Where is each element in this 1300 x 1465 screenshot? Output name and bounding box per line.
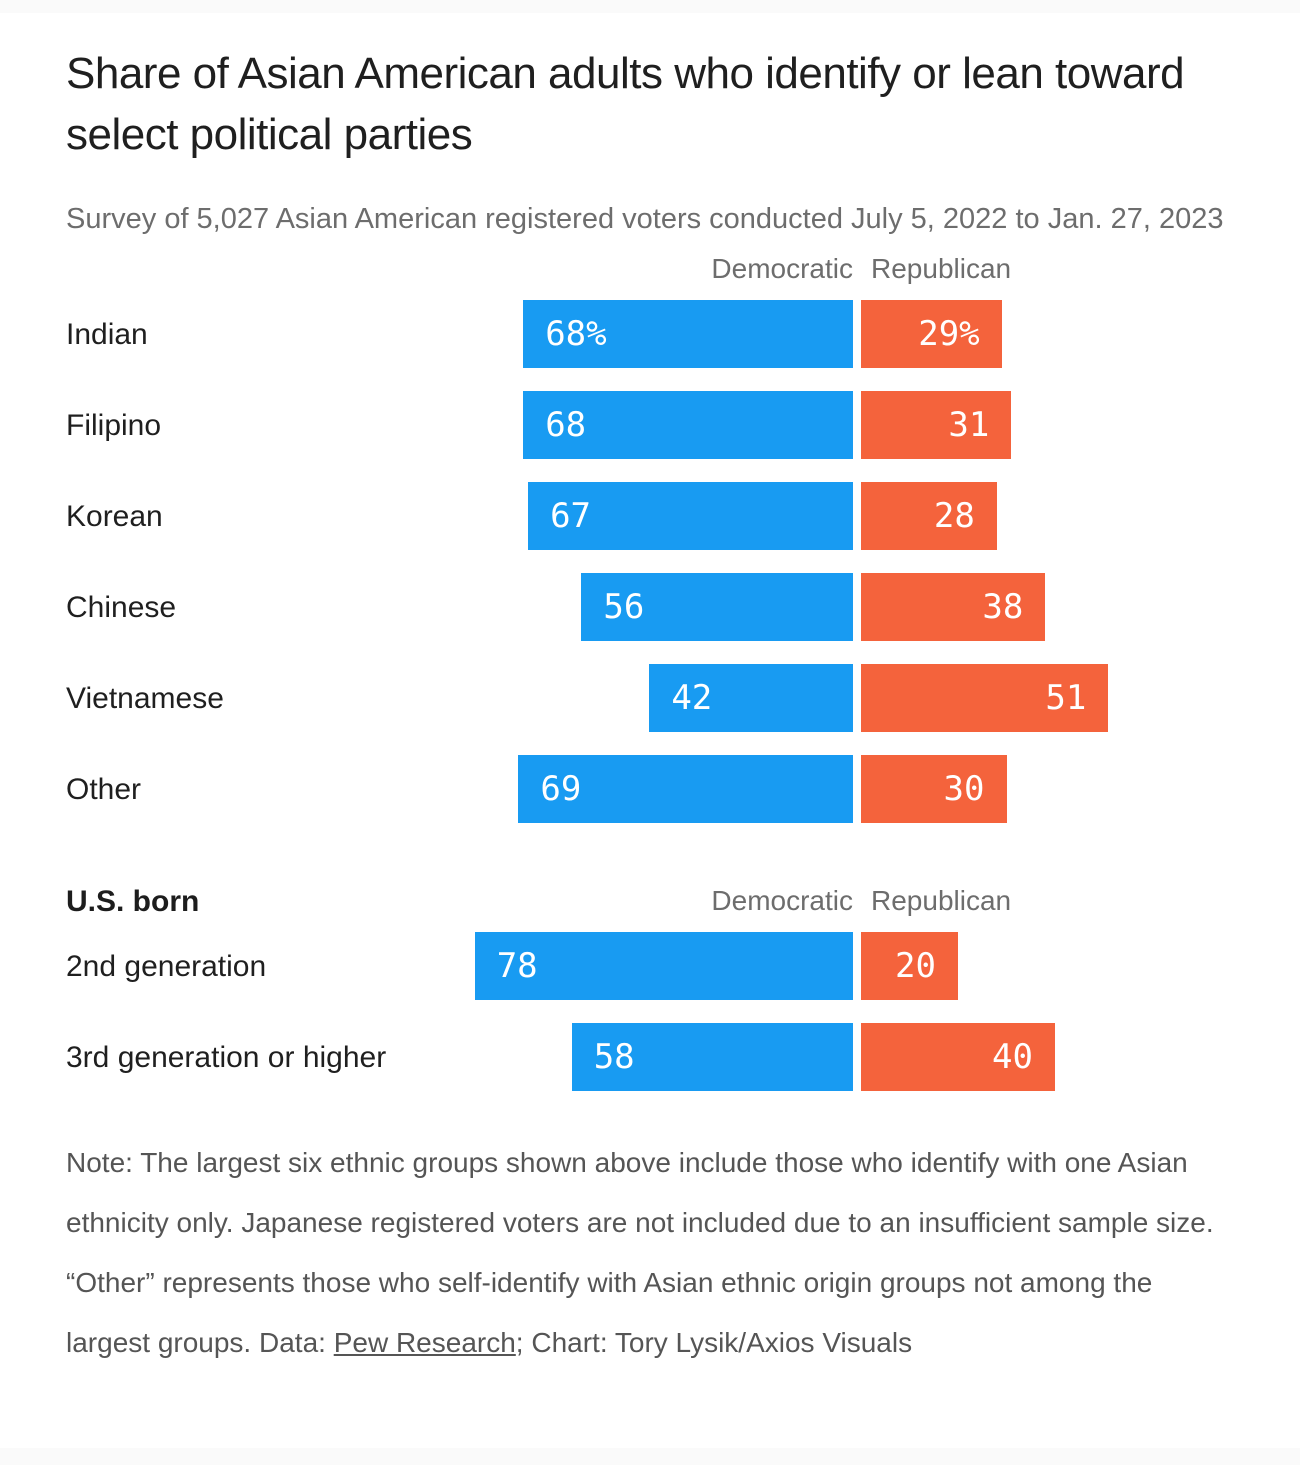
column-header-democratic: Democratic	[711, 885, 853, 916]
category-label: 2nd generation	[66, 949, 267, 983]
democratic-value-label: 68	[545, 405, 587, 445]
republican-bar: 28	[861, 482, 997, 550]
bar-row: Vietnamese 42 51	[66, 653, 1251, 744]
republican-bar: 38	[861, 573, 1046, 641]
bottom-strip	[0, 1448, 1300, 1465]
column-header-republican: Republican	[871, 253, 1012, 284]
democratic-bar: 56	[581, 573, 853, 641]
category-label: Chinese	[66, 590, 177, 624]
footnote-text-before: Note: The largest six ethnic groups show…	[66, 1147, 1214, 1358]
column-headers: Democratic Republican	[66, 253, 1251, 289]
bar-row: 3rd generation or higher 58 40	[66, 1012, 1251, 1103]
bar-row: Chinese 56 38	[66, 562, 1251, 653]
category-label: Other	[66, 772, 142, 806]
bar-row: Indian 68% 29%	[66, 289, 1251, 380]
democratic-bar: 67	[528, 482, 853, 550]
democratic-bar: 69	[518, 755, 853, 823]
republican-bar: 29%	[861, 300, 1002, 368]
bar-row: 2nd generation 78 20	[66, 921, 1251, 1012]
footnote-text-after: ; Chart: Tory Lysik/Axios Visuals	[515, 1327, 913, 1358]
chart-subtitle: Survey of 5,027 Asian American registere…	[66, 203, 1224, 235]
diverging-bar-chart: Democratic Republican Indian 68% 29% Filipino…	[66, 253, 1251, 1103]
republican-bar: 51	[861, 664, 1109, 732]
republican-value-label: 51	[1045, 678, 1087, 718]
bar-row: Korean 67 28	[66, 471, 1251, 562]
bar-row: Filipino 68 31	[66, 380, 1251, 471]
footnote: Note: The largest six ethnic groups show…	[66, 1133, 1236, 1373]
column-header-republican: Republican	[871, 885, 1012, 916]
republican-bar: 31	[861, 391, 1012, 459]
republican-value-label: 40	[992, 1037, 1033, 1077]
democratic-value-label: 67	[550, 496, 592, 536]
category-label: Indian	[66, 317, 148, 351]
democratic-value-label: 42	[671, 678, 713, 718]
category-label: 3rd generation or higher	[66, 1040, 387, 1074]
republican-value-label: 30	[943, 769, 985, 809]
chart-title: Share of Asian American adults who ident…	[66, 49, 1185, 159]
chart-card: Share of Asian American adults who ident…	[66, 13, 1251, 1373]
democratic-bar: 58	[571, 1023, 853, 1091]
republican-value-label: 29%	[918, 314, 980, 354]
top-strip	[0, 0, 1300, 13]
republican-value-label: 38	[982, 587, 1024, 627]
republican-value-label: 28	[933, 496, 975, 536]
republican-bar: 30	[861, 755, 1007, 823]
democratic-value-label: 68%	[545, 314, 607, 354]
column-header-democratic: Democratic	[711, 253, 853, 284]
democratic-bar: 78	[474, 932, 853, 1000]
bar-row: Other 69 30	[66, 744, 1251, 835]
democratic-value-label: 78	[496, 946, 538, 986]
category-label: Korean	[66, 499, 163, 533]
category-label: Filipino	[66, 408, 162, 442]
column-headers: U.S. born Democratic Republican	[66, 885, 1251, 921]
democratic-bar: 68%	[523, 300, 853, 368]
democratic-value-label: 69	[540, 769, 582, 809]
democratic-bar: 42	[649, 664, 853, 732]
democratic-value-label: 56	[603, 587, 645, 627]
category-label: Vietnamese	[66, 681, 224, 715]
republican-value-label: 20	[895, 946, 936, 986]
democratic-bar: 68	[523, 391, 853, 459]
democratic-value-label: 58	[593, 1037, 635, 1077]
republican-value-label: 31	[948, 405, 990, 445]
section-heading: U.S. born	[66, 885, 200, 918]
source-link-pew-research[interactable]: Pew Research	[333, 1327, 516, 1358]
republican-bar: 40	[861, 1023, 1055, 1091]
republican-bar: 20	[861, 932, 958, 1000]
